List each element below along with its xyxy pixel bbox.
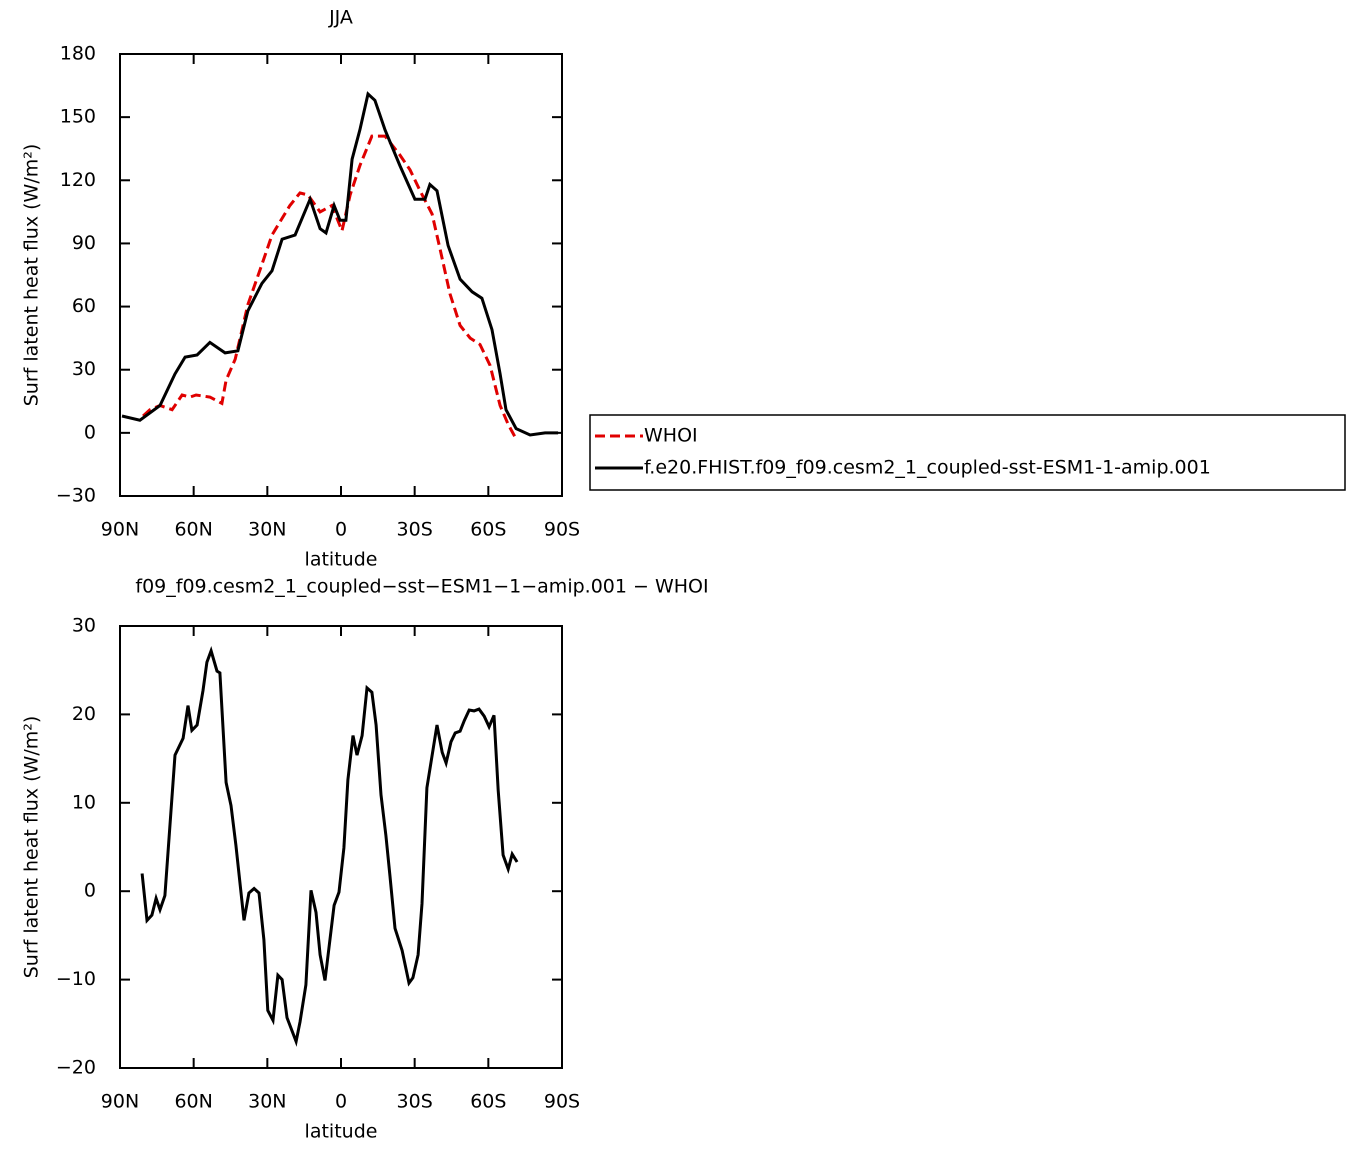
- y-tick-label: 0: [84, 880, 96, 902]
- x-axis-label: latitude: [305, 549, 378, 571]
- y-tick-label: −10: [56, 968, 96, 990]
- x-tick-label: 60N: [174, 519, 212, 541]
- x-tick-label: 60S: [470, 519, 506, 541]
- y-tick-label: 10: [72, 791, 96, 813]
- x-tick-label: 0: [335, 519, 347, 541]
- y-tick-label: 150: [60, 106, 96, 128]
- plot-frame: [119, 53, 563, 497]
- y-tick-label: 60: [72, 295, 96, 317]
- y-tick-label: 0: [84, 421, 96, 443]
- y-tick-label: 30: [72, 615, 96, 637]
- x-tick-label: 90N: [101, 519, 139, 541]
- x-tick-label: 30S: [397, 1091, 433, 1113]
- x-tick-label: 90S: [544, 519, 580, 541]
- legend-label: f.e20.FHIST.f09_f09.cesm2_1_coupled-sst-…: [644, 457, 1211, 479]
- data-line: [121, 91, 559, 437]
- y-tick-label: −30: [56, 485, 96, 507]
- x-tick-label: 60S: [470, 1091, 506, 1113]
- y-tick-label: 90: [72, 232, 96, 254]
- y-tick-label: 30: [72, 358, 96, 380]
- chart-title: JJA: [328, 7, 353, 29]
- data-line: [140, 646, 519, 1047]
- x-tick-label: 30N: [248, 1091, 286, 1113]
- x-tick-label: 60N: [174, 1091, 212, 1113]
- y-axis-label: Surf latent heat flux (W/m²): [21, 144, 43, 407]
- legend-box: [589, 414, 1346, 491]
- y-tick-label: 20: [72, 703, 96, 725]
- legend-label: WHOI: [644, 425, 698, 447]
- x-tick-label: 0: [335, 1091, 347, 1113]
- x-tick-label: 30N: [248, 519, 286, 541]
- x-tick-label: 90S: [544, 1091, 580, 1113]
- data-line: [142, 134, 517, 438]
- chart-title: f09_f09.cesm2_1_coupled−sst−ESM1−1−amip.…: [135, 576, 708, 598]
- y-tick-label: 120: [60, 169, 96, 191]
- y-tick-label: −20: [56, 1057, 96, 1079]
- y-axis-label: Surf latent heat flux (W/m²): [21, 716, 43, 979]
- x-axis-label: latitude: [305, 1121, 378, 1143]
- x-tick-label: 30S: [397, 519, 433, 541]
- y-tick-label: 180: [60, 43, 96, 65]
- plot-frame: [119, 625, 563, 1069]
- x-tick-label: 90N: [101, 1091, 139, 1113]
